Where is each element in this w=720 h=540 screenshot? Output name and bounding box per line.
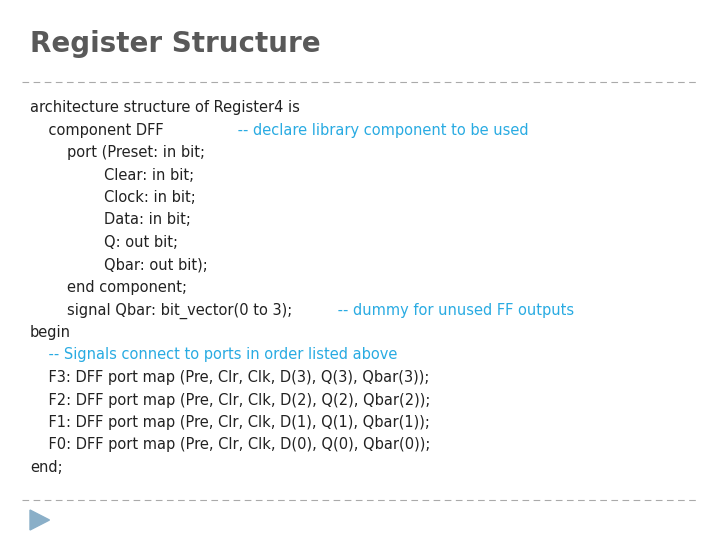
Text: Register Structure: Register Structure [30,30,320,58]
Text: -- declare library component to be used: -- declare library component to be used [196,123,528,138]
Text: -- Signals connect to ports in order listed above: -- Signals connect to ports in order lis… [30,348,397,362]
Text: F3: DFF port map (Pre, Clr, Clk, D(3), Q(3), Qbar(3));: F3: DFF port map (Pre, Clr, Clk, D(3), Q… [30,370,429,385]
Text: end;: end; [30,460,63,475]
Polygon shape [30,510,50,530]
Text: F1: DFF port map (Pre, Clr, Clk, D(1), Q(1), Qbar(1));: F1: DFF port map (Pre, Clr, Clk, D(1), Q… [30,415,430,430]
Text: -- dummy for unused FF outputs: -- dummy for unused FF outputs [333,302,574,318]
Text: Qbar: out bit);: Qbar: out bit); [30,258,208,273]
Text: begin: begin [30,325,71,340]
Text: F0: DFF port map (Pre, Clr, Clk, D(0), Q(0), Qbar(0));: F0: DFF port map (Pre, Clr, Clk, D(0), Q… [30,437,431,453]
Text: signal Qbar: bit_vector(0 to 3);: signal Qbar: bit_vector(0 to 3); [30,302,292,319]
Text: component DFF: component DFF [30,123,163,138]
Text: Data: in bit;: Data: in bit; [30,213,191,227]
Text: F2: DFF port map (Pre, Clr, Clk, D(2), Q(2), Qbar(2));: F2: DFF port map (Pre, Clr, Clk, D(2), Q… [30,393,431,408]
Text: end component;: end component; [30,280,187,295]
Text: port (Preset: in bit;: port (Preset: in bit; [30,145,205,160]
Text: Clock: in bit;: Clock: in bit; [30,190,196,205]
Text: Q: out bit;: Q: out bit; [30,235,178,250]
Text: Clear: in bit;: Clear: in bit; [30,167,194,183]
Text: architecture structure of Register4 is: architecture structure of Register4 is [30,100,300,115]
